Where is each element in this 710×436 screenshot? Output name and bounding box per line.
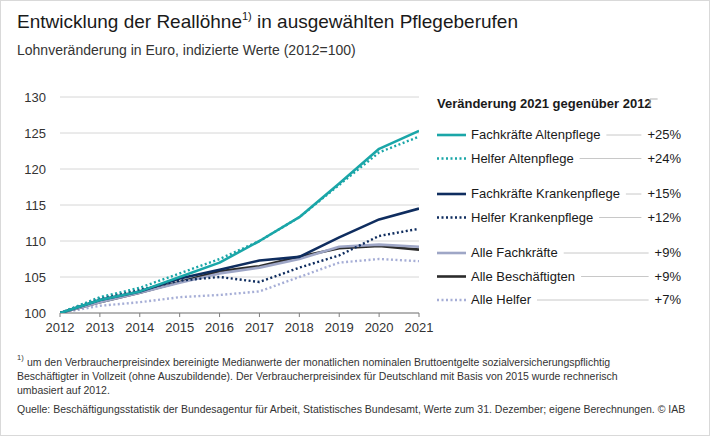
source: Quelle: Beschäftigungsstatistik der Bund… (17, 403, 685, 415)
x-tick-label: 2017 (245, 320, 274, 335)
x-tick-label: 2013 (85, 320, 114, 335)
legend-title: Veränderung 2021 gegenüber 2012 (437, 96, 652, 111)
x-tick (60, 313, 61, 317)
y-tick-label: 120 (24, 162, 46, 177)
title: Entwicklung der Reallöhne1) in ausgewähl… (17, 10, 518, 32)
x-tick (299, 313, 300, 317)
series-line (60, 246, 419, 313)
legend-label: Alle Fachkräfte (471, 245, 558, 260)
legend-label: Fachkräfte Altenpflege (471, 127, 600, 142)
legend-leader (537, 300, 649, 301)
x-tick-label: 2012 (46, 320, 75, 335)
x-tick (259, 313, 260, 317)
grid-line (60, 97, 419, 98)
y-tick-label: 100 (24, 306, 46, 321)
legend-leader (606, 135, 641, 136)
legend-swatch (437, 216, 466, 219)
y-tick-label: 115 (25, 198, 46, 213)
legend-change: +15% (647, 186, 681, 201)
x-tick (339, 313, 340, 317)
title-text: in ausgewählten Pflegeberufen (252, 11, 518, 32)
y-tick-label: 130 (24, 90, 46, 105)
grid-line (60, 277, 419, 278)
x-tick-label: 2015 (165, 320, 194, 335)
series-line (60, 229, 419, 313)
y-tick-label: 105 (24, 270, 46, 285)
x-tick-label: 2014 (125, 320, 154, 335)
x-tick-label: 2020 (365, 320, 394, 335)
legend-swatch (437, 275, 466, 278)
legend-swatch (437, 299, 466, 302)
x-tick-label: 2019 (325, 320, 354, 335)
x-tick (419, 313, 420, 317)
legend-label: Fachkräfte Krankenpflege (471, 186, 620, 201)
series-line (60, 131, 419, 313)
series-line (60, 245, 419, 313)
legend-label: Alle Beschäftigten (471, 269, 575, 284)
title-mark: 1) (242, 10, 252, 22)
legend-leader (564, 253, 649, 254)
y-tick-label: 110 (25, 234, 46, 249)
x-tick (219, 313, 220, 317)
frame (1, 1, 710, 436)
footnote-mark: 1) (17, 353, 24, 362)
grid-line (60, 205, 419, 206)
legend-leader (626, 194, 642, 195)
chart: Entwicklung der Reallöhne1) in ausgewähl… (0, 0, 710, 436)
series-line (60, 259, 419, 313)
legend-label: Helfer Krankenpflege (471, 210, 593, 225)
x-axis (60, 313, 419, 314)
x-tick (139, 313, 140, 317)
grid-line (60, 241, 419, 242)
x-tick-label: 2016 (205, 320, 234, 335)
series-line (60, 137, 419, 313)
grid-line (60, 169, 419, 170)
legend-leader (599, 217, 641, 218)
y-tick-label: 125 (24, 126, 46, 141)
legend-change: +12% (647, 210, 681, 225)
subtitle: Lohnveränderung in Euro, indizierte Wert… (17, 42, 356, 58)
legend-swatch (437, 193, 466, 196)
legend-change: +9% (655, 245, 682, 260)
title-text: Entwicklung der Reallöhne (17, 11, 242, 32)
legend-label: Alle Helfer (471, 292, 532, 307)
legend-swatch (437, 157, 466, 160)
x-tick-label: 2021 (405, 320, 434, 335)
legend-bracket (650, 99, 658, 106)
legend-leader (581, 276, 649, 277)
legend-label: Helfer Altenpflege (471, 151, 574, 166)
legend-change: +7% (655, 292, 682, 307)
plot-lines (60, 131, 419, 313)
legend-leader (580, 158, 642, 159)
legend-change: +9% (655, 269, 682, 284)
legend-swatch (437, 252, 466, 255)
footnote-line: Beschäftigter in Vollzeit (ohne Auszubil… (17, 370, 618, 382)
legend-change: +25% (647, 127, 681, 142)
x-tick (379, 313, 380, 317)
grid-line (60, 133, 419, 134)
footnote-line: umbasiert auf 2012. (17, 384, 110, 396)
x-tick (99, 313, 100, 317)
x-tick (179, 313, 180, 317)
x-tick-label: 2018 (285, 320, 314, 335)
footnote-line: um den Verbraucherpreisindex bereinigte … (27, 356, 610, 368)
legend-swatch (437, 134, 466, 137)
legend-change: +24% (647, 151, 681, 166)
grid-line (60, 313, 419, 314)
